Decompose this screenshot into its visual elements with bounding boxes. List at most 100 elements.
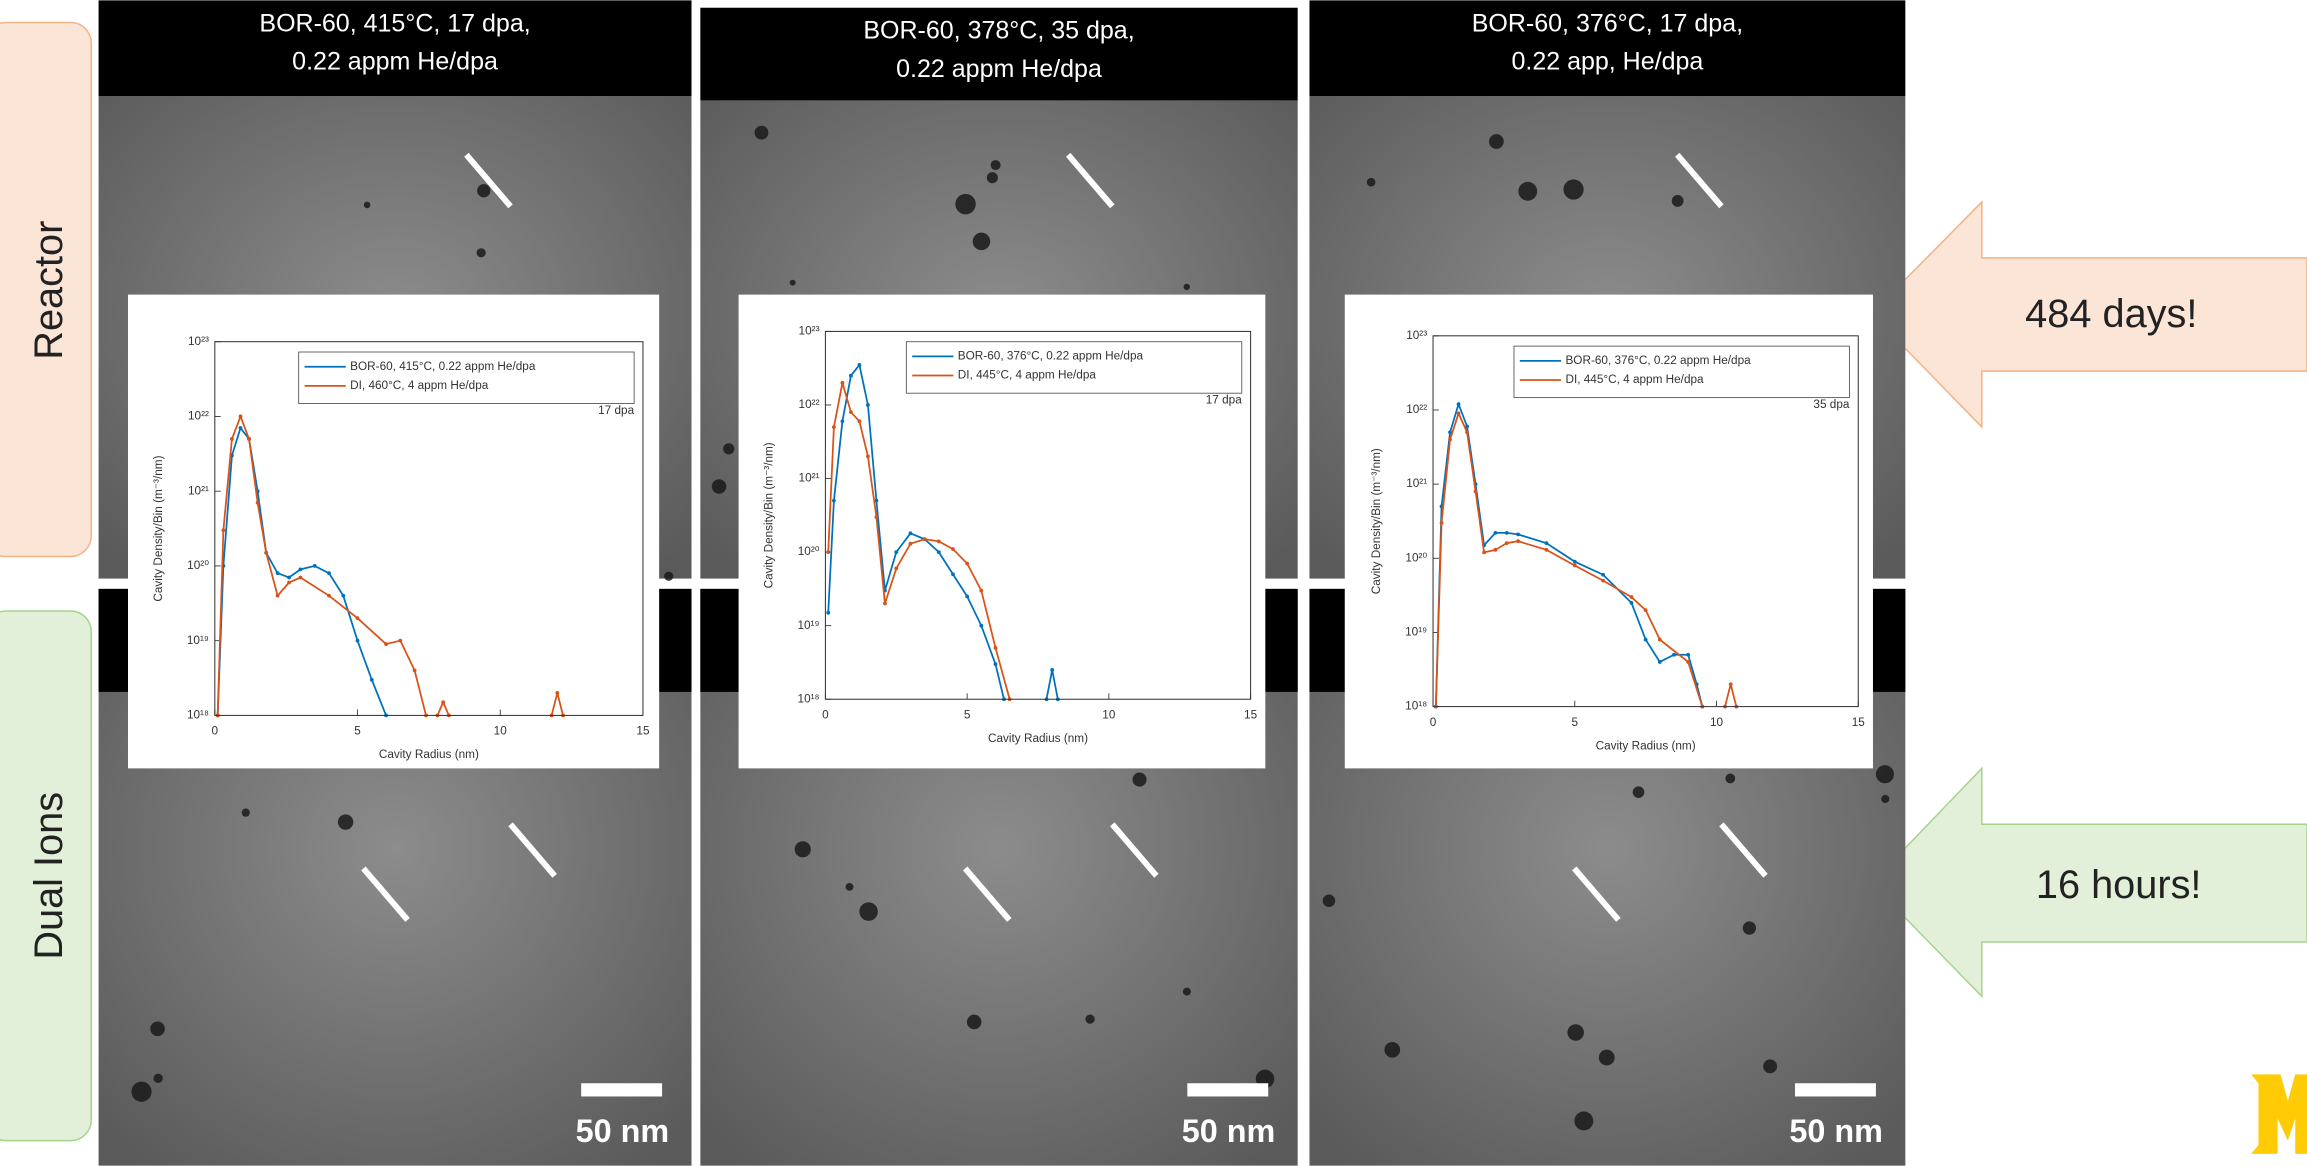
data-point xyxy=(1658,660,1662,664)
x-tick-label: 15 xyxy=(1852,716,1866,729)
callout-text: 16 hours! xyxy=(2036,863,2202,907)
cavity xyxy=(1633,786,1645,798)
y-tick-label: 10²¹ xyxy=(799,472,820,485)
data-point xyxy=(327,594,331,598)
y-axis-label: Cavity Density/Bin (m⁻³/nm) xyxy=(152,455,165,601)
data-point xyxy=(299,567,303,571)
y-tick-label: 10²⁰ xyxy=(1405,551,1427,564)
legend-label: BOR-60, 376°C, 0.22 appm He/dpa xyxy=(958,350,1144,363)
logo xyxy=(2251,1074,2307,1153)
page: {"slide": { "side_labels": ["Reactor", "… xyxy=(0,0,2307,1166)
x-tick-label: 15 xyxy=(636,725,650,738)
side-label: Dual Ions xyxy=(27,792,71,960)
panel-title: BOR-60, 378°C, 35 dpa, xyxy=(863,17,1134,45)
data-point xyxy=(413,669,417,673)
data-point xyxy=(858,419,862,423)
legend-label: BOR-60, 415°C, 0.22 appm He/dpa xyxy=(350,360,536,373)
cavity xyxy=(1672,195,1684,207)
data-point xyxy=(1465,430,1469,434)
data-point xyxy=(1440,521,1444,525)
data-point xyxy=(1505,531,1509,535)
x-tick-label: 0 xyxy=(822,709,829,722)
annotation: 17 dpa xyxy=(598,404,634,417)
data-point xyxy=(994,662,998,666)
data-point xyxy=(264,551,268,555)
cavity xyxy=(967,1015,982,1030)
panel-title: BOR-60, 415°C, 17 dpa, xyxy=(259,9,530,37)
cavity xyxy=(723,443,734,454)
cavity xyxy=(1184,284,1190,290)
cavity xyxy=(242,809,250,817)
data-point xyxy=(327,571,331,575)
slide: 10¹⁸ 10¹⁹ 10²⁰ 10²¹ 10²² 10²³ 0 5 10 15 Cavity Rad… xyxy=(0,0,2307,1166)
x-tick-label: 15 xyxy=(1244,709,1258,722)
data-point xyxy=(840,419,844,423)
x-tick-label: 0 xyxy=(212,725,219,738)
y-axis-label: Cavity Density/Bin (m⁻³/nm) xyxy=(1370,448,1383,594)
legend-label: BOR-60, 376°C, 0.22 appm He/dpa xyxy=(1565,354,1751,367)
y-tick-label: 10¹⁸ xyxy=(798,692,820,705)
x-tick-label: 5 xyxy=(1572,716,1579,729)
y-tick-label: 10²⁰ xyxy=(187,559,209,572)
data-point xyxy=(832,425,836,429)
y-tick-label: 10¹⁸ xyxy=(187,709,209,722)
y-tick-label: 10²³ xyxy=(1406,329,1427,342)
data-point xyxy=(555,691,559,695)
data-point xyxy=(883,602,887,606)
cavity xyxy=(1725,774,1735,784)
data-point xyxy=(1545,548,1549,552)
cavity xyxy=(1384,1042,1400,1058)
cavity xyxy=(153,1074,162,1083)
data-point xyxy=(1493,548,1497,552)
cavity xyxy=(477,248,486,257)
data-point xyxy=(979,589,983,593)
data-point xyxy=(849,410,853,414)
cavity xyxy=(1132,773,1146,787)
cavity xyxy=(1881,795,1889,803)
y-tick-label: 10²² xyxy=(188,410,209,423)
x-axis-label: Cavity Radius (nm) xyxy=(1596,739,1696,752)
data-point xyxy=(1457,411,1461,415)
legend-label: DI, 460°C, 4 appm He/dpa xyxy=(350,379,489,392)
cavity xyxy=(859,902,878,921)
y-tick-label: 10²² xyxy=(1406,403,1427,416)
data-point xyxy=(1493,531,1497,535)
panel-title: BOR-60, 376°C, 17 dpa, xyxy=(1472,9,1743,37)
data-point xyxy=(832,499,836,503)
data-point xyxy=(356,616,360,620)
data-point xyxy=(894,567,898,571)
data-point xyxy=(979,624,983,628)
data-point xyxy=(937,550,941,554)
charts: 10¹⁸ 10¹⁹ 10²⁰ 10²¹ 10²² 10²³ 0 5 10 15 Cavity Rad… xyxy=(128,295,1873,769)
data-point xyxy=(1457,402,1461,406)
x-axis-label: Cavity Radius (nm) xyxy=(379,748,479,761)
panel-title: 0.22 appm He/dpa xyxy=(292,48,498,76)
cavity xyxy=(1599,1050,1615,1066)
cavity xyxy=(955,194,975,214)
data-point xyxy=(1658,638,1662,642)
data-point xyxy=(256,501,260,505)
y-tick-label: 10²³ xyxy=(188,335,209,348)
y-tick-label: 10²⁰ xyxy=(798,545,820,558)
data-point xyxy=(239,415,243,419)
x-tick-label: 10 xyxy=(494,725,508,738)
data-point xyxy=(858,363,862,367)
data-point xyxy=(894,550,898,554)
cavity xyxy=(755,126,769,140)
cavity xyxy=(364,202,371,209)
legend-label: DI, 445°C, 4 appm He/dpa xyxy=(958,369,1097,382)
cavity xyxy=(987,172,998,183)
cavity xyxy=(1563,179,1583,199)
x-tick-label: 5 xyxy=(354,725,361,738)
data-point xyxy=(1545,541,1549,545)
y-tick-label: 10¹⁹ xyxy=(187,634,209,647)
cavity xyxy=(1323,894,1336,907)
data-point xyxy=(951,547,955,551)
scale-bar-label: 50 nm xyxy=(576,1113,670,1149)
scale-bar-label: 50 nm xyxy=(1182,1113,1276,1149)
cavity xyxy=(1567,1024,1584,1041)
data-point xyxy=(299,576,303,580)
data-point xyxy=(840,381,844,385)
data-point xyxy=(1482,550,1486,554)
data-point xyxy=(951,572,955,576)
